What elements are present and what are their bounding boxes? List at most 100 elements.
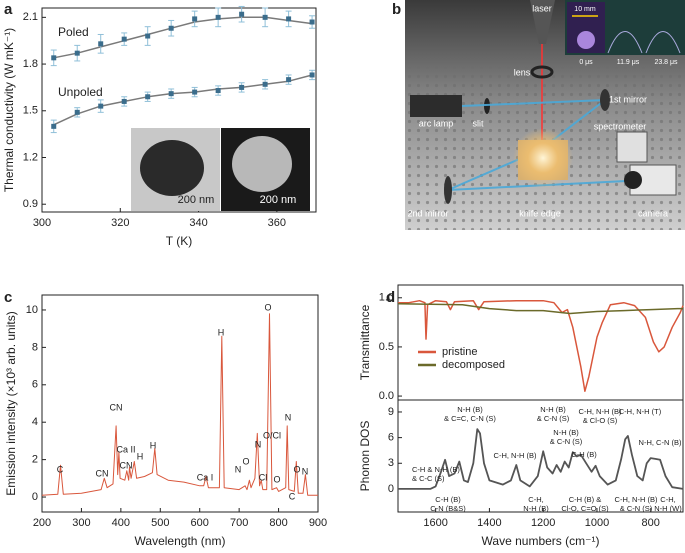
marker [74, 109, 80, 115]
inset-label: 11.9 μs [617, 59, 640, 66]
y-tick-label: 0.5 [379, 341, 394, 353]
mode-label: & C-C (S) [412, 474, 445, 483]
fit-curve [53, 16, 313, 59]
y-tick-label: 0 [388, 483, 394, 495]
y-tick-label: 6 [388, 432, 394, 444]
plot-frame [397, 284, 684, 401]
mode-label: & C=C, C-N (S) [444, 414, 496, 423]
y-tick-label: 10 [26, 304, 38, 316]
y-axis-label: Transmittance [358, 304, 372, 380]
x-tick-label: 500 [151, 517, 169, 529]
photo-label: slit [473, 118, 484, 128]
marker [145, 94, 151, 100]
marker [192, 16, 198, 22]
spectrum-line [41, 313, 318, 496]
x-tick-label: 400 [112, 517, 130, 529]
marker [192, 89, 198, 95]
x-tick-label: 360 [268, 217, 286, 229]
peak-label: C [289, 491, 296, 501]
inset-label: 23.8 μs [654, 59, 678, 66]
x-tick-label: 1000 [585, 517, 609, 529]
x-tick-label: 700 [230, 517, 248, 529]
y-axis-label: Phonon DOS [358, 421, 372, 492]
photo-label: 2nd mirror [407, 208, 448, 218]
y-axis-label: Emission intensity (×10³ arb. units) [4, 311, 18, 495]
mode-label: C-H, N-H (B) [579, 407, 622, 416]
y-tick-label: 9 [388, 406, 394, 418]
mode-label: C-H (B) [435, 495, 461, 504]
peak-label: H [137, 451, 144, 461]
panel-label: c [4, 289, 12, 306]
mode-label: & Cl-O (S) [583, 416, 618, 425]
marker [74, 50, 80, 56]
x-tick-label: 320 [111, 217, 129, 229]
peak-label: O [242, 456, 249, 466]
mode-label: C-H, [660, 495, 675, 504]
x-tick-label: 300 [72, 517, 90, 529]
marker [286, 16, 292, 22]
plot-frame [41, 7, 317, 213]
marker [239, 11, 245, 17]
marker [51, 123, 57, 129]
transmittance-line [398, 299, 684, 392]
x-tick-label: 900 [309, 517, 327, 529]
photo-label: 1st mirror [609, 94, 647, 104]
tem-particle [232, 136, 292, 192]
peak-label: N [285, 412, 292, 422]
y-tick-label: 4 [32, 416, 38, 428]
peak-label: O [273, 474, 280, 484]
panel-label: b [392, 1, 401, 18]
marker [262, 14, 268, 20]
panel-label: d [386, 289, 395, 306]
x-axis-label: Wavelength (nm) [135, 534, 226, 548]
y-axis-label: Thermal conductivity (W mK⁻¹) [2, 28, 16, 192]
x-tick-label: 800 [642, 517, 660, 529]
tem-particle [140, 140, 204, 196]
mode-label: & C-N (S) [537, 414, 570, 423]
x-tick-label: 300 [33, 217, 51, 229]
x-tick-label: 1600 [423, 517, 447, 529]
peak-label: C [57, 464, 64, 474]
mode-label: & C-N (S) [620, 504, 653, 513]
marker [309, 72, 315, 78]
mode-label: C-H (B) & [569, 495, 602, 504]
peak-label: Ca I [197, 472, 214, 482]
x-tick-label: 200 [33, 517, 51, 529]
peak-label: Ca II [116, 444, 135, 454]
photo-label: laser [532, 3, 552, 13]
panel-label: a [4, 1, 13, 18]
mode-label: C-N (B&S) [430, 504, 466, 513]
photo-label: spectrometer [594, 121, 647, 131]
y-tick-label: 2.1 [23, 11, 38, 23]
marker [121, 98, 127, 104]
mode-label: N-H (B) [457, 405, 483, 414]
marker [145, 33, 151, 39]
mode-label: C-H, N-H (B) [615, 495, 658, 504]
peak-label: H [218, 327, 225, 337]
mode-label: C-H, N-H (T) [619, 407, 662, 416]
marker [168, 91, 174, 97]
marker [121, 36, 127, 42]
mode-label: C-H, [528, 495, 543, 504]
transmittance-line [397, 302, 683, 315]
y-tick-label: 1.5 [23, 105, 38, 117]
marker [239, 84, 245, 90]
peak-label: O/Cl [263, 430, 281, 440]
x-tick-label: 600 [191, 517, 209, 529]
marker [215, 14, 221, 20]
y-tick-label: 1.2 [23, 151, 38, 163]
series-label: Poled [58, 25, 89, 39]
mode-label: N-H (W) [654, 504, 682, 513]
x-tick-label: 1400 [477, 517, 501, 529]
mode-label: C-H (B) [571, 450, 597, 459]
marker [98, 41, 104, 47]
peak-label: N [255, 439, 262, 449]
y-tick-label: 1.8 [23, 58, 38, 70]
y-tick-label: 8 [32, 341, 38, 353]
marker [98, 103, 104, 109]
plot-frame [397, 399, 684, 513]
x-tick-label: 340 [189, 217, 207, 229]
marker [215, 88, 221, 94]
mode-label: N-H (B) [553, 428, 579, 437]
